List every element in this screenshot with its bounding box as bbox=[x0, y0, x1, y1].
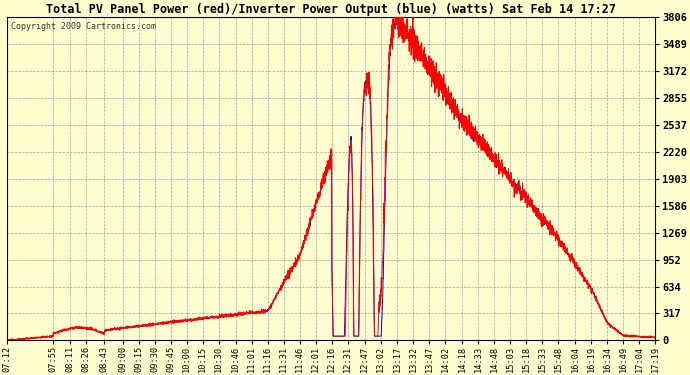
Title: Total PV Panel Power (red)/Inverter Power Output (blue) (watts) Sat Feb 14 17:27: Total PV Panel Power (red)/Inverter Powe… bbox=[46, 3, 616, 16]
Text: Copyright 2009 Cartronics.com: Copyright 2009 Cartronics.com bbox=[10, 22, 155, 31]
